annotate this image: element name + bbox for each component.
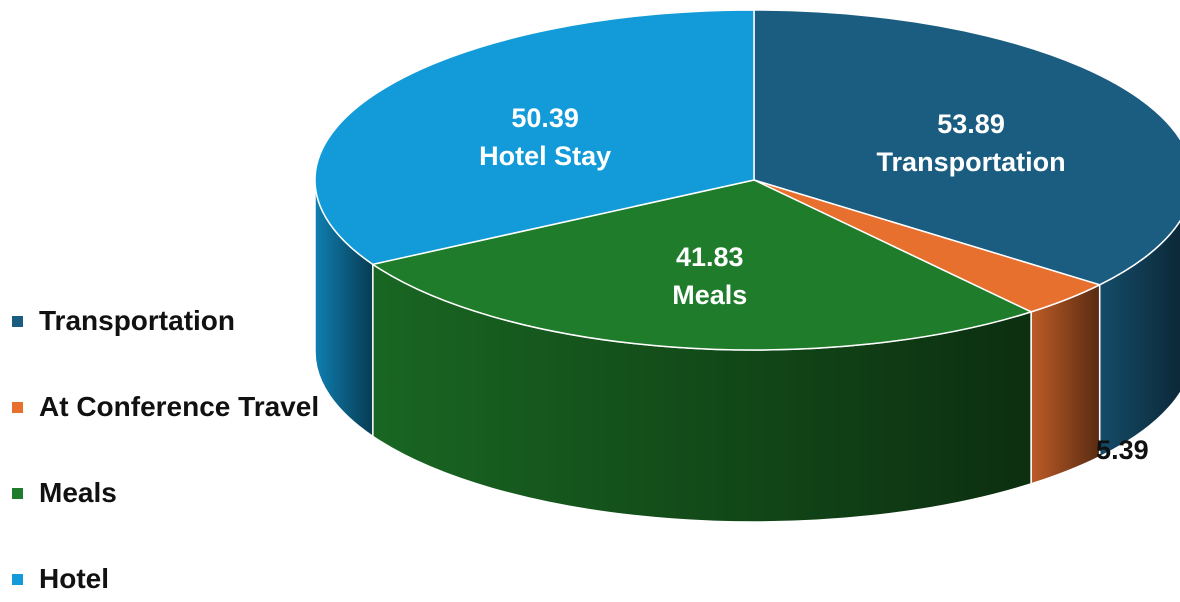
legend-swatch-transportation [12,315,23,327]
data-label-at-conference-travel: 5.39 [1096,435,1149,465]
legend-label-meals: Meals [39,477,117,508]
data-label-meals: 41.83 Meals [672,242,747,310]
data-label-hotel: 50.39 Hotel Stay [479,103,611,171]
pie-slices [314,9,1180,351]
pie-slice-transportation [753,9,1180,286]
pie-side-walls [314,179,1180,523]
chart-legend: Transportation At Conference Travel Meal… [12,305,392,594]
legend-item-meals: Meals [12,477,392,508]
legend-label-hotel: Hotel [39,563,109,594]
legend-item-at-conference-travel: At Conference Travel [12,391,392,422]
pie-labels: 53.89 Transportation 5.39 41.83 Meals 50.39 Ho… [479,103,1148,465]
pie-slice-meals [372,179,1032,351]
legend-swatch-at-conference-travel [12,401,23,413]
pie-side-at-conference-travel [1030,284,1101,485]
pie-slice-hotel [314,9,755,266]
data-label-transportation: 53.89 Transportation [877,109,1066,177]
legend-item-hotel: Hotel [12,563,392,594]
legend-swatch-hotel [12,573,23,585]
legend-swatch-meals [12,487,23,499]
legend-item-transportation: Transportation [12,305,392,336]
legend-label-at-conference-travel: At Conference Travel [39,391,320,422]
legend-label-transportation: Transportation [39,305,236,336]
